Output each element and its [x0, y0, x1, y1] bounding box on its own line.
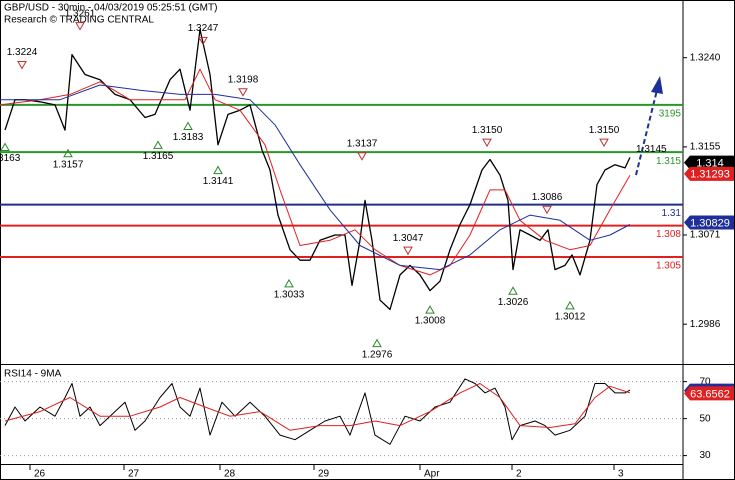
price-tag	[684, 166, 734, 181]
y-tick-label: 70	[699, 376, 711, 387]
y-tick-label: 1.3155	[690, 142, 721, 153]
x-tick-label: 3	[618, 469, 624, 480]
series-line	[4, 28, 631, 311]
high-label: 1.3224	[7, 47, 38, 58]
high-label: 1.3198	[228, 74, 259, 85]
low-marker	[0, 142, 10, 151]
y-tick-label: 1.3071	[690, 230, 721, 241]
low-label: 1.3141	[203, 176, 234, 187]
low-label: 1.3183	[173, 132, 204, 143]
price-tag-label: 1.30829	[690, 217, 730, 229]
low-label: 1.2976	[362, 349, 393, 360]
low-marker	[372, 338, 382, 348]
high-marker	[198, 36, 208, 46]
high-marker	[403, 246, 413, 256]
y-tick-label: 30	[699, 450, 711, 461]
low-label: 1.3012	[555, 312, 586, 323]
low-label: 1.3033	[274, 290, 305, 301]
high-marker	[482, 138, 492, 148]
y-tick-label: 1.2986	[690, 319, 721, 330]
x-tick-label: 26	[34, 469, 46, 480]
level-label: 1.315	[656, 156, 681, 167]
price-tag-label: 1.31293	[690, 169, 730, 181]
low-marker	[508, 286, 518, 295]
series-line	[0, 68, 631, 276]
price-tag	[684, 386, 734, 401]
low-marker	[183, 121, 193, 131]
x-tick-label: Apr	[424, 469, 440, 480]
low-marker	[153, 140, 163, 149]
high-label: 1.3150	[472, 125, 503, 136]
low-marker	[213, 165, 223, 175]
x-tick-label: 29	[318, 469, 330, 480]
high-marker	[17, 60, 27, 70]
low-label: 1.3165	[143, 151, 174, 162]
low-marker	[284, 278, 294, 288]
high-label: 1.3137	[347, 138, 378, 149]
level-label: 1.305	[656, 261, 681, 272]
rsi-title: RSI14 - 9MA	[4, 369, 62, 380]
level-label: 1.308	[656, 229, 681, 240]
high-label: 1.3247	[188, 23, 219, 34]
high-label: 1.3261	[65, 8, 96, 19]
x-tick-label: 27	[128, 469, 140, 480]
series-line	[0, 84, 631, 271]
low-marker	[425, 305, 435, 314]
x-tick-label: 28	[224, 469, 236, 480]
high-marker	[75, 22, 85, 31]
price-tag	[684, 215, 734, 230]
high-marker	[238, 88, 248, 97]
annotation-label: 1.3145	[636, 144, 667, 155]
low-label: 1.3157	[53, 159, 84, 170]
low-marker	[63, 148, 73, 158]
price-tag-label: 1.314	[696, 158, 724, 170]
x-tick-label: 2	[516, 469, 522, 480]
low-label: 1.3008	[415, 316, 446, 327]
high-label: 1.3086	[532, 192, 563, 203]
level-label: 3195	[659, 109, 682, 120]
level-label: 1.31	[662, 208, 682, 219]
low-label: 1.3163	[0, 153, 21, 164]
low-marker	[565, 300, 575, 310]
high-marker	[357, 152, 367, 161]
y-tick-label: 50	[699, 413, 711, 424]
price-tag	[684, 155, 734, 170]
high-label: 1.3150	[589, 125, 620, 136]
series-line	[4, 383, 631, 431]
low-label: 1.3026	[498, 297, 529, 308]
high-marker	[542, 205, 552, 215]
price-tag-label: 63.6562	[690, 388, 730, 400]
high-label: 1.3047	[393, 233, 424, 244]
chart-title: GBP/USD - 30min - 04/03/2019 05:25:51 (G…	[4, 3, 217, 14]
chart-subtitle: Research © TRADING CENTRAL	[4, 15, 154, 26]
high-marker	[599, 138, 609, 148]
y-tick-label: 1.3240	[690, 52, 721, 63]
